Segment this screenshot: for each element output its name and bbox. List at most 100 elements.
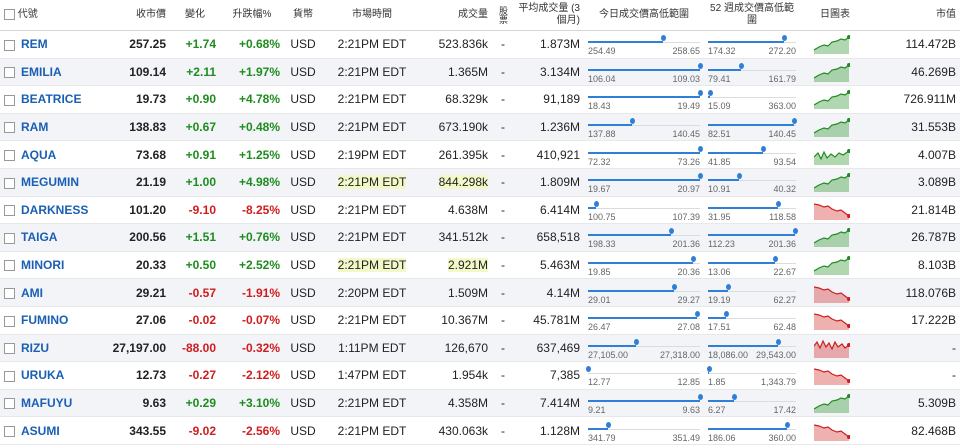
chart-cell[interactable] (800, 361, 870, 390)
table-row[interactable]: MINORI 20.33 +0.50 +2.52% USD 2:21PM EDT 2.921… (0, 251, 960, 280)
select-all-checkbox[interactable] (4, 8, 15, 20)
sparkline-line (814, 395, 850, 410)
range-marker-icon (698, 62, 703, 69)
chart-cell[interactable] (800, 334, 870, 363)
avg-volume: 6.414M (514, 196, 584, 225)
row-checkbox[interactable] (4, 370, 15, 382)
chart-cell[interactable] (800, 113, 870, 142)
range-fill (588, 317, 697, 320)
chart-cell[interactable] (800, 30, 870, 59)
shares: - (492, 278, 514, 307)
chart-cell[interactable] (800, 223, 870, 252)
row-checkbox[interactable] (4, 343, 15, 355)
percent-change: +1.97% (220, 58, 284, 87)
range-fill (588, 96, 700, 99)
chart-cell[interactable] (800, 196, 870, 225)
symbol-link[interactable]: MEGUMIN (21, 175, 79, 190)
row-checkbox[interactable] (4, 122, 15, 134)
volume: 1.954k (422, 361, 492, 390)
row-checkbox[interactable] (4, 94, 15, 106)
chart-cell[interactable] (800, 85, 870, 114)
avg-volume: 4.14M (514, 278, 584, 307)
range-high: 107.39 (672, 211, 700, 222)
volume: 10.367M (422, 306, 492, 335)
row-checkbox[interactable] (4, 287, 15, 299)
day-range-bar: 29.01 29.27 (588, 280, 700, 306)
symbol-link[interactable]: MAFUYU (21, 396, 73, 411)
table-row[interactable]: ASUMI 343.55 -9.02 -2.56% USD 2:21PM EDT 430.0… (0, 416, 960, 445)
symbol-link[interactable]: ASUMI (21, 423, 60, 438)
chart-cell[interactable] (800, 278, 870, 307)
symbol-link[interactable]: AMI (21, 285, 43, 300)
table-row[interactable]: FUMINO 27.06 -0.02 -0.07% USD 2:21PM EDT 10.36… (0, 306, 960, 335)
symbol-link[interactable]: URUKA (21, 368, 65, 383)
market-time-text: 2:21PM EDT (337, 202, 407, 217)
sparkline-line (814, 36, 850, 51)
symbol-link[interactable]: BEATRICE (21, 92, 82, 107)
table-row[interactable]: EMILIA 109.14 +2.11 +1.97% USD 2:21PM EDT 1.36… (0, 58, 960, 87)
price-change: -88.00 (170, 334, 220, 363)
market-time: 2:21PM EDT (322, 30, 422, 59)
symbol-link[interactable]: RIZU (21, 340, 49, 355)
header-volume[interactable]: 成交量 (422, 0, 492, 31)
range-track (708, 318, 796, 320)
row-checkbox[interactable] (4, 232, 15, 244)
table-row[interactable]: MEGUMIN 21.19 +1.00 +4.98% USD 2:21PM EDT 844.… (0, 168, 960, 197)
symbol-link[interactable]: RAM (21, 120, 49, 135)
symbol-link[interactable]: FUMINO (21, 313, 69, 328)
header-pct[interactable]: 升跌幅% (220, 0, 284, 31)
symbol-link[interactable]: EMILIA (21, 64, 62, 79)
row-checkbox[interactable] (4, 315, 15, 327)
week52-range-bar: 112.23 201.36 (708, 224, 799, 250)
header-code[interactable]: 代號 (17, 9, 38, 21)
close-price: 343.55 (106, 416, 170, 445)
percent-change: -2.56% (220, 416, 284, 445)
row-checkbox[interactable] (4, 398, 15, 410)
row-checkbox[interactable] (4, 177, 15, 189)
symbol-link[interactable]: REM (21, 37, 48, 52)
header-avgvol[interactable]: 平均成交量 (3個月) (514, 0, 584, 31)
table-row[interactable]: AMI 29.21 -0.57 -1.91% USD 2:20PM EDT 1.509M -4… (0, 278, 960, 307)
table-row[interactable]: MAFUYU 9.63 +0.29 +3.10% USD 2:21PM EDT 4.358M… (0, 389, 960, 418)
chart-cell[interactable] (800, 140, 870, 169)
sparkline-last-dot (847, 394, 850, 399)
volume: 261.395k (422, 140, 492, 169)
chart-cell[interactable] (800, 251, 870, 280)
table-row[interactable]: REM 257.25 +1.74 +0.68% USD 2:21PM EDT 523.836… (0, 30, 960, 59)
table-row[interactable]: BEATRICE 19.73 +0.90 +4.78% USD 2:21PM EDT 68.… (0, 85, 960, 114)
range-low: 9.21 (588, 405, 606, 416)
symbol-link[interactable]: MINORI (21, 258, 65, 273)
symbol-link[interactable]: TAIGA (21, 230, 58, 245)
week52-range-bar: 6.27 17.42 (708, 390, 796, 416)
table-row[interactable]: DARKNESS 101.20 -9.10 -8.25% USD 2:21PM EDT 4.… (0, 196, 960, 225)
symbol-link[interactable]: AQUA (21, 147, 57, 162)
row-checkbox[interactable] (4, 425, 15, 437)
range-high: 27,318.00 (659, 349, 700, 360)
row-checkbox[interactable] (4, 150, 15, 161)
header-change[interactable]: 變化 (170, 0, 220, 31)
header-mktcap[interactable]: 市值 (870, 0, 960, 31)
table-row[interactable]: URUKA 12.73 -0.27 -2.12% USD 1:47PM EDT 1.954k… (0, 361, 960, 390)
row-checkbox[interactable] (4, 205, 15, 217)
header-close[interactable]: 收市價 (106, 0, 170, 31)
row-checkbox[interactable] (4, 260, 15, 272)
header-shares[interactable]: 股票 (492, 0, 514, 31)
chart-cell[interactable] (800, 389, 870, 418)
chart-cell[interactable] (800, 416, 870, 445)
table-row[interactable]: AQUA 73.68 +0.91 +1.25% USD 2:19PM EDT 261.395… (0, 140, 960, 169)
row-checkbox[interactable] (4, 39, 15, 51)
chart-cell[interactable] (800, 58, 870, 87)
header-time[interactable]: 市場時間 (322, 0, 422, 31)
chart-cell[interactable] (800, 306, 870, 335)
symbol-link[interactable]: DARKNESS (21, 202, 89, 217)
chart-cell[interactable] (800, 168, 870, 197)
close-price: 12.73 (106, 361, 170, 390)
table-row[interactable]: TAIGA 200.56 +1.51 +0.76% USD 2:21PM EDT 341.5… (0, 223, 960, 252)
sparkline-chart (814, 62, 850, 82)
table-row[interactable]: RIZU 27,197.00 -88.00 -0.32% USD 1:11PM EDT 12… (0, 334, 960, 363)
table-row[interactable]: RAM 138.83 +0.67 +0.48% USD 2:21PM EDT 673.190… (0, 113, 960, 142)
header-currency[interactable]: 貨幣 (284, 0, 322, 31)
row-checkbox[interactable] (4, 67, 15, 79)
market-time-text: 2:21PM EDT (337, 92, 407, 107)
week52-range-bar: 174.32 272.20 (708, 31, 796, 57)
